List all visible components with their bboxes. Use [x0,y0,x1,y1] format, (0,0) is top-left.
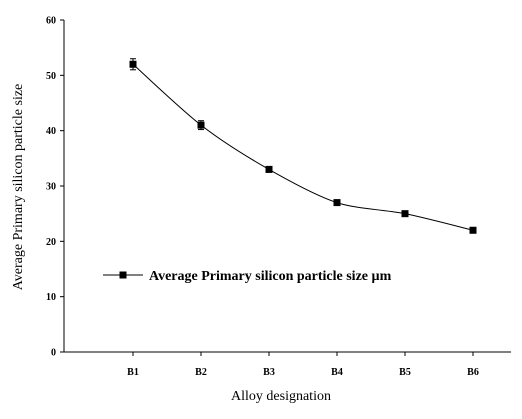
x-tick-label: B3 [263,367,275,378]
data-point [129,60,137,68]
y-tick-label: 50 [46,71,56,82]
x-axis-title: Alloy designation [231,389,331,404]
y-tick-label: 10 [46,292,56,303]
x-tick-label: B5 [399,367,411,378]
legend-label: Average Primary silicon particle size µm [149,269,392,284]
y-axis-title: Average Primary silicon particle size [11,84,26,291]
data-point [265,165,273,173]
x-tick-label: B1 [127,367,139,378]
legend: Average Primary silicon particle size µm [103,269,392,284]
data-point [469,226,477,234]
series-layer [129,58,477,234]
legend-marker [119,271,127,279]
y-tick-label: 20 [46,237,56,248]
y-tick-label: 30 [46,182,56,193]
data-point [197,121,205,129]
x-tick-label: B6 [467,367,479,378]
data-point [333,199,341,207]
series-line [132,63,474,231]
y-tick-label: 0 [51,348,56,359]
data-point [401,210,409,218]
x-tick-label: B4 [331,367,343,378]
ticks: 0 10 20 30 40 50 60 B1 B2 B3 B4 B5 B6 [46,16,479,379]
y-tick-label: 40 [46,126,56,137]
y-tick-label: 60 [46,16,56,27]
x-tick-label: B2 [195,367,207,378]
